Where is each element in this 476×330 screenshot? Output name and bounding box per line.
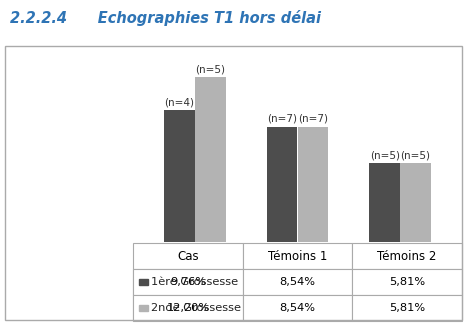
Text: (n=5): (n=5) [370, 151, 400, 161]
Text: (n=5): (n=5) [400, 151, 430, 161]
Bar [400, 163, 431, 242]
Text: (n=7): (n=7) [267, 114, 297, 124]
Bar [195, 77, 226, 242]
Bar [298, 127, 328, 242]
Bar [164, 110, 195, 242]
Text: 2nde Grossesse: 2nde Grossesse [151, 303, 241, 313]
Bar [369, 163, 400, 242]
Text: (n=4): (n=4) [165, 97, 195, 108]
Text: 1ère Grossesse: 1ère Grossesse [151, 277, 238, 287]
Text: (n=5): (n=5) [195, 65, 225, 75]
Bar [267, 127, 298, 242]
Text: (n=7): (n=7) [298, 114, 328, 124]
Text: 2.2.2.4      Echographies T1 hors délai: 2.2.2.4 Echographies T1 hors délai [10, 10, 320, 26]
